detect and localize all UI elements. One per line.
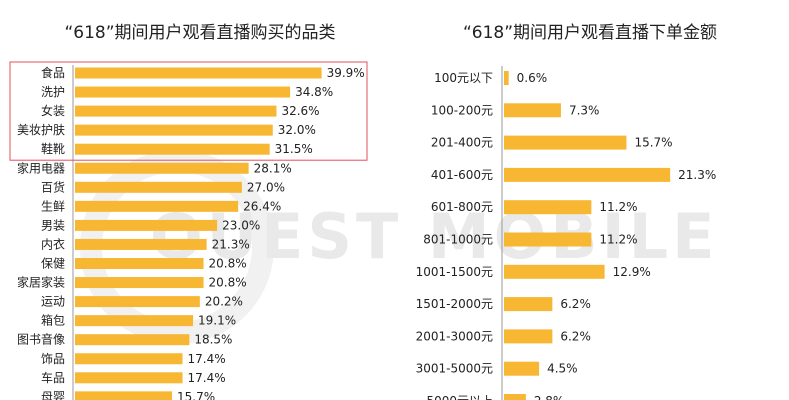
left-value-label: 17.4% (188, 352, 226, 366)
left-category-label: 图书音像 (17, 332, 65, 347)
left-bar (75, 238, 207, 250)
left-bar (75, 277, 204, 289)
left-category-label: 家用电器 (17, 160, 65, 175)
right-category-label: 1501-2000元 (416, 297, 493, 311)
right-category-label: 401-600元 (431, 168, 493, 182)
left-value-label: 27.0% (247, 180, 285, 194)
left-category-label: 百货 (41, 179, 65, 194)
left-bar (75, 372, 183, 384)
left-value-label: 21.3% (212, 237, 250, 251)
left-bar (75, 334, 190, 346)
left-bar (75, 315, 194, 327)
left-category-label: 女装 (41, 103, 65, 118)
left-bar (75, 105, 277, 117)
left-bar (75, 143, 270, 155)
left-category-label: 运动 (41, 295, 65, 309)
left-value-label: 32.6% (281, 104, 319, 118)
left-category-label: 家居家装 (17, 275, 65, 290)
left-value-label: 32.0% (278, 123, 316, 137)
left-value-label: 26.4% (243, 199, 281, 213)
right-value-label: 2.8% (534, 394, 565, 400)
left-category-label: 箱包 (41, 313, 65, 328)
right-value-label: 11.2% (599, 200, 637, 214)
highlight-box (9, 61, 368, 161)
right-bar-chart: 100元以下 0.6% 100-200元 7.3% 201-400元 15.7% 401-6… (416, 66, 716, 400)
right-chart-title: “618”期间用户观看直播下单金额 (462, 23, 718, 43)
left-value-label: 18.5% (194, 333, 232, 347)
left-bar (75, 162, 249, 174)
left-value-label: 20.2% (205, 295, 243, 309)
right-value-label: 7.3% (569, 103, 600, 117)
right-bar (504, 135, 627, 150)
right-value-label: 11.2% (599, 233, 637, 247)
left-value-label: 23.0% (222, 218, 260, 232)
right-category-label: 100-200元 (431, 103, 493, 117)
left-value-label: 15.7% (177, 390, 215, 400)
right-bar (504, 394, 526, 400)
right-bar (504, 232, 592, 247)
left-category-label: 保健 (41, 257, 65, 271)
right-category-label: 201-400元 (431, 136, 493, 150)
right-category-label: 601-800元 (431, 200, 493, 214)
right-bar (504, 264, 605, 279)
left-bar (75, 258, 204, 269)
left-value-label: 20.8% (209, 257, 247, 271)
right-category-label: 2001-3000元 (416, 329, 493, 343)
left-bar (75, 200, 239, 212)
right-category-label: 801-1000元 (423, 233, 493, 247)
left-value-label: 17.4% (188, 371, 226, 385)
left-value-label: 39.9% (327, 66, 365, 80)
right-category-label: 5000元以上 (426, 394, 493, 400)
left-value-label: 20.8% (209, 276, 247, 290)
left-category-label: 美妆护肤 (17, 122, 65, 137)
left-category-label: 内衣 (41, 236, 65, 251)
right-bar (504, 361, 540, 376)
left-value-label: 19.1% (198, 314, 236, 328)
left-category-label: 车品 (41, 370, 65, 385)
watermark-text: QUEST MOBILE (150, 200, 719, 273)
right-bar (504, 103, 561, 118)
left-category-label: 男装 (41, 218, 65, 232)
right-bar (504, 167, 671, 182)
right-value-label: 6.2% (560, 297, 591, 311)
left-bar (75, 86, 291, 98)
left-value-label: 31.5% (275, 142, 313, 156)
right-bar (504, 297, 553, 312)
left-bar (75, 181, 242, 193)
left-bar (75, 353, 183, 365)
right-value-label: 15.7% (634, 136, 672, 150)
right-value-label: 6.2% (560, 329, 591, 343)
right-value-label: 4.5% (547, 362, 578, 376)
right-bar (504, 200, 592, 215)
left-category-label: 食品 (41, 65, 65, 80)
left-category-label: 母婴 (41, 390, 65, 400)
left-value-label: 28.1% (254, 161, 292, 175)
right-bar (504, 329, 553, 344)
right-category-label: 1001-1500元 (416, 265, 493, 279)
left-bar (75, 219, 218, 231)
right-category-label: 100元以下 (434, 71, 493, 85)
left-category-label: 生鲜 (41, 199, 65, 213)
left-value-label: 34.8% (295, 85, 333, 99)
left-category-label: 饰品 (41, 352, 65, 366)
right-category-label: 3001-5000元 (416, 362, 493, 376)
right-bar (504, 71, 509, 85)
left-category-label: 洗护 (41, 85, 65, 99)
right-value-label: 12.9% (613, 265, 651, 279)
left-chart-title: “618”期间用户观看直播购买的品类 (64, 23, 336, 43)
left-bar (75, 67, 322, 79)
left-bar (75, 124, 273, 136)
left-bar-chart: 食品 39.9% 洗护 34.8% 女装 32.6% 美妆护肤 32.0% 鞋靴 31.5% 家用电… (9, 61, 368, 400)
left-category-label: 鞋靴 (41, 141, 65, 156)
left-bar (75, 391, 173, 400)
right-value-label: 21.3% (678, 168, 716, 182)
right-value-label: 0.6% (517, 71, 548, 85)
left-bar (75, 296, 200, 308)
